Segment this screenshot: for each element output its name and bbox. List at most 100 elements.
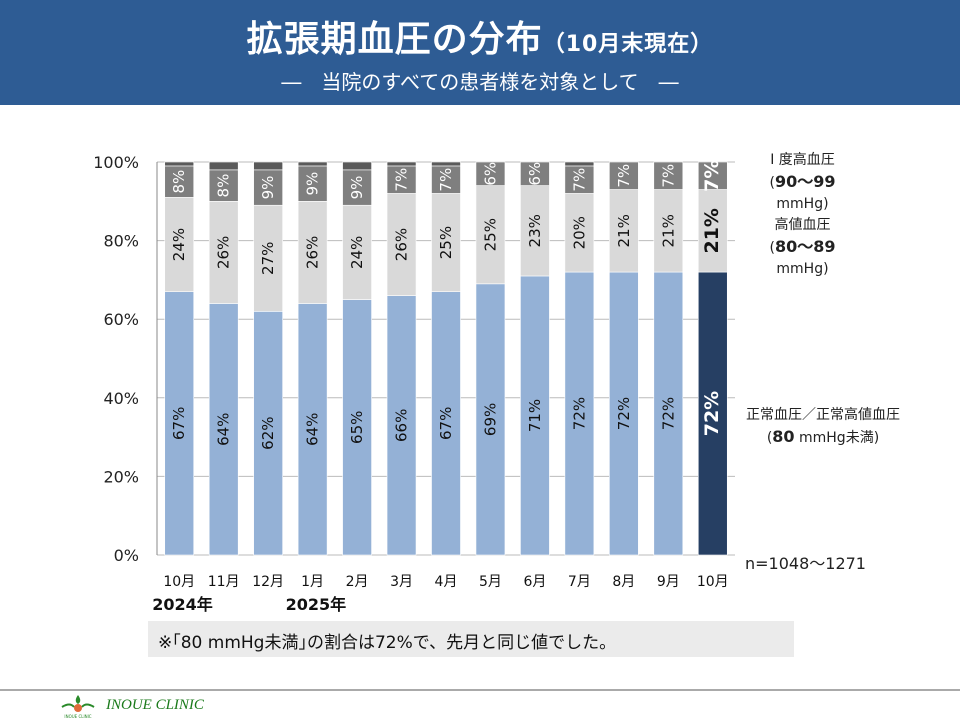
clinic-logo: INOUE CLINIC: [61, 695, 95, 719]
data-label: 7%: [570, 168, 588, 192]
svg-text:INOUE CLINIC: INOUE CLINIC: [64, 714, 91, 719]
bar-segment: [520, 161, 550, 186]
x-tick-label: 7月: [568, 574, 591, 590]
bar-segment: [297, 161, 328, 167]
bar-segment: [697, 189, 728, 273]
data-label: 72%: [570, 397, 588, 430]
data-label: 21%: [659, 214, 677, 247]
bar-segment: [164, 165, 195, 198]
data-label: 23%: [526, 214, 544, 247]
data-label: 64%: [215, 413, 233, 446]
data-label: 66%: [393, 409, 411, 442]
y-tick-label: 60%: [103, 310, 139, 329]
x-tick-label: 1月: [301, 574, 324, 590]
y-tick-label: 40%: [103, 389, 139, 408]
sample-size: n=1048〜1271: [745, 554, 866, 573]
data-label: 26%: [393, 228, 411, 261]
data-label: 24%: [348, 236, 366, 269]
y-tick-label: 20%: [103, 467, 139, 486]
x-tick-label: 10月: [697, 574, 729, 590]
legend-high-normal: 高値血圧 (80〜89 mmHg): [769, 217, 836, 277]
data-label: 20%: [570, 216, 588, 249]
footer-divider: [0, 689, 960, 691]
data-label: 72%: [701, 391, 723, 436]
bar-segment: [697, 271, 728, 556]
data-label: 67%: [170, 407, 188, 440]
bar-segment: [297, 165, 328, 202]
clinic-name: INOUE CLINIC: [106, 697, 204, 713]
bar-segment: [253, 204, 283, 312]
x-tick-label: 11月: [208, 574, 240, 590]
y-tick-label: 80%: [103, 232, 139, 251]
x-tick-label: 9月: [657, 574, 680, 590]
bar-segment: [653, 189, 684, 273]
bar-segment: [653, 161, 684, 190]
data-label: 21%: [701, 208, 723, 253]
x-tick-label: 5月: [479, 574, 502, 590]
bar-segment: [208, 201, 239, 304]
bar-segment: [342, 161, 372, 171]
bar-segment: [342, 204, 372, 300]
bar-segment: [520, 275, 550, 556]
data-label: 8%: [215, 174, 233, 198]
bar-segment: [564, 165, 595, 194]
data-label: 71%: [526, 399, 544, 432]
legend-normal: 正常血圧／正常高値血圧 (80 mmHg未満): [746, 407, 900, 446]
year-label: 2024年: [152, 595, 213, 614]
data-label: 67%: [437, 407, 455, 440]
bar-segment: [386, 193, 417, 296]
bar-segment: [297, 303, 328, 556]
data-label: 72%: [659, 397, 677, 430]
x-tick-label: 8月: [612, 574, 635, 590]
legend-stage1: I 度高血圧 (90〜99 mmHg): [769, 152, 836, 212]
bar-segment: [208, 303, 239, 556]
data-label: 9%: [348, 176, 366, 200]
data-label: 9%: [304, 172, 322, 196]
bar-segment: [386, 165, 417, 194]
year-label: 2025年: [286, 595, 347, 614]
bar-segment: [609, 189, 639, 273]
bar-segment: [431, 193, 461, 292]
bar-segment: [253, 311, 283, 556]
data-label: 6%: [526, 162, 544, 186]
x-tick-label: 4月: [435, 574, 458, 590]
data-label: 21%: [615, 214, 633, 247]
data-label: 24%: [170, 228, 188, 261]
bar-segment: [697, 161, 728, 190]
stacked-bar-chart: 0% 20% 40% 60% 80% 100% 67% 24% 8% 10月 64% 26% 8% 11月…: [93, 153, 735, 614]
data-label: 7%: [659, 164, 677, 188]
bar-segment: [475, 161, 506, 186]
bar-segment: [164, 161, 195, 167]
data-label: 7%: [437, 168, 455, 192]
bar-segment: [208, 161, 239, 171]
x-tick-label: 3月: [390, 574, 413, 590]
y-tick-label: 0%: [114, 546, 139, 565]
bar-segment: [609, 161, 639, 190]
data-label: 26%: [215, 236, 233, 269]
data-label: 25%: [481, 218, 499, 251]
bar-segment: [253, 161, 283, 171]
bar-segment: [297, 201, 328, 304]
bar-segment: [564, 161, 595, 167]
bar-segment: [386, 161, 417, 167]
data-label: 25%: [437, 226, 455, 259]
page-subtitle: ― 当院のすべての患者様を対象として ―: [281, 70, 679, 94]
bar-segment: [431, 291, 461, 556]
header: 拡張期血圧の分布（10月末現在） ― 当院のすべての患者様を対象として ―: [0, 0, 960, 105]
bar-segment: [520, 185, 550, 277]
data-label: 9%: [259, 176, 277, 200]
data-label: 6%: [481, 162, 499, 186]
bar-segment: [164, 197, 195, 292]
data-label: 7%: [701, 160, 723, 192]
bar-segment: [342, 299, 372, 556]
bar-segment: [386, 295, 417, 556]
x-tick-label: 12月: [252, 574, 284, 590]
data-label: 65%: [348, 411, 366, 444]
bar-segment: [475, 185, 506, 285]
bar-segment: [475, 283, 506, 556]
bar-segment: [564, 193, 595, 273]
bar-segment: [431, 161, 461, 167]
x-tick-label: 6月: [523, 574, 546, 590]
bar-segment: [564, 271, 595, 556]
data-label: 7%: [393, 168, 411, 192]
